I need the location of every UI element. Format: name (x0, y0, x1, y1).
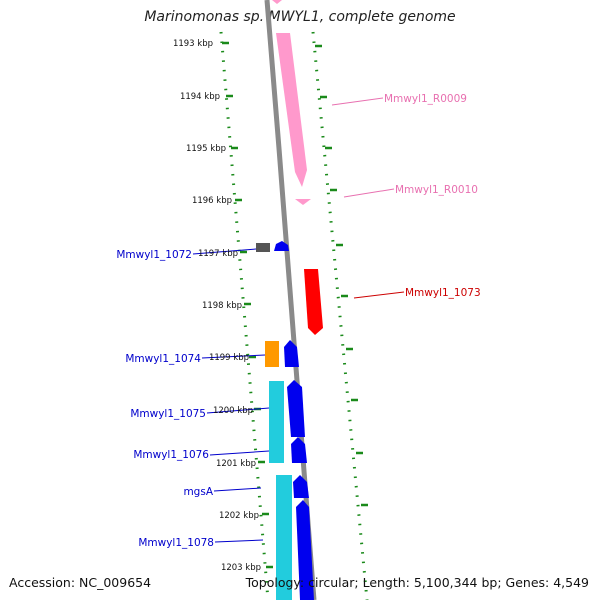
accession-text: Accession: NC_009654 (9, 575, 152, 590)
label-1073[interactable]: Mmwyl1_1073 (405, 287, 481, 299)
gene-1075[interactable] (269, 381, 284, 463)
label-1078[interactable]: Mmwyl1_1078 (138, 537, 214, 549)
scale-label: 1203 kbp (221, 563, 261, 573)
gene-1078[interactable] (276, 475, 292, 600)
gene-blue-1074[interactable] (284, 340, 299, 367)
label-r0009[interactable]: Mmwyl1_R0009 (384, 93, 467, 105)
scale-label: 1197 kbp (198, 249, 238, 259)
scale-label: 1201 kbp (216, 459, 256, 469)
scale-label: 1195 kbp (186, 144, 226, 154)
scale-labels: 1193 kbp 1194 kbp 1195 kbp 1196 kbp 1197… (173, 39, 261, 573)
scale-label: 1202 kbp (219, 511, 259, 521)
scale-label: 1199 kbp (209, 353, 249, 363)
gene-1076[interactable] (291, 437, 307, 463)
gene-1074[interactable] (265, 341, 279, 367)
label-connectors (192, 97, 405, 543)
gene-blue-1078[interactable] (296, 500, 314, 600)
right-ring-ticks (315, 44, 368, 507)
gene-blue-1075[interactable] (287, 380, 305, 437)
topology-text: Topology: circular; Length: 5,100,344 bp… (245, 575, 589, 590)
scale-label: 1194 kbp (180, 92, 220, 102)
label-1074[interactable]: Mmwyl1_1074 (125, 353, 201, 365)
label-mgsA[interactable]: mgsA (183, 486, 213, 498)
gene-1073[interactable] (304, 269, 323, 335)
right-tick-ring (311, 31, 369, 600)
label-1072[interactable]: Mmwyl1_1072 (116, 249, 192, 261)
gene-r0009[interactable] (276, 33, 307, 187)
gene-small-blue-1197[interactable] (274, 241, 289, 251)
scale-label: 1193 kbp (173, 39, 213, 49)
label-r0010[interactable]: Mmwyl1_R0010 (395, 184, 478, 196)
gene-1072[interactable] (256, 243, 270, 252)
label-1075[interactable]: Mmwyl1_1075 (130, 408, 206, 420)
scale-label: 1198 kbp (202, 301, 242, 311)
gene-mgsA[interactable] (293, 475, 309, 498)
gene-r0009-top (272, 0, 282, 4)
scale-label: 1200 kbp (213, 406, 253, 416)
gene-r0010[interactable] (295, 199, 311, 205)
scale-label: 1196 kbp (192, 196, 232, 206)
label-1076[interactable]: Mmwyl1_1076 (133, 449, 209, 461)
map-title: Marinomonas sp. MWYL1, complete genome (144, 9, 456, 25)
